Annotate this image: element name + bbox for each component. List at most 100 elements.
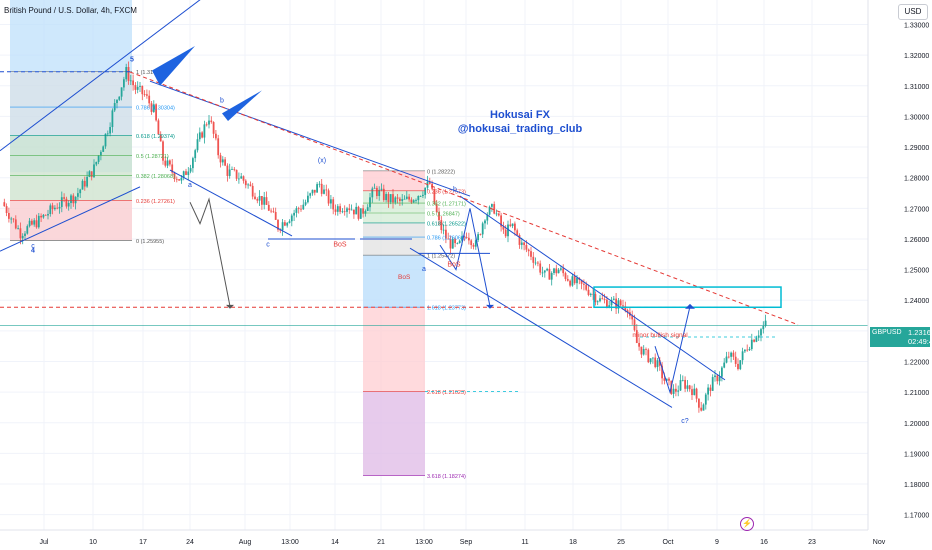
candle-body — [709, 387, 712, 391]
x-tick-label: 11 — [521, 539, 528, 546]
candle-body — [290, 215, 293, 222]
price-axis-bg — [868, 0, 932, 550]
candle-body — [732, 352, 735, 357]
fib-upper-label: 0.236 (1.27261) — [136, 199, 175, 205]
candle-body — [541, 272, 544, 274]
candle-body — [24, 233, 26, 236]
candle-body — [612, 298, 615, 300]
candle-body — [534, 262, 537, 264]
candle-body — [762, 325, 765, 330]
watermark-line1: Hokusai FX — [490, 109, 550, 121]
x-tick-label: 10 — [89, 539, 97, 546]
candle-body — [484, 220, 486, 224]
candle-body — [208, 120, 210, 125]
candle-body — [684, 379, 686, 389]
candle-body — [77, 193, 79, 197]
candle-body — [442, 229, 445, 231]
candle-body — [389, 194, 392, 203]
proj-path-3 — [654, 306, 691, 394]
candle-body — [300, 208, 302, 210]
candle-body — [718, 376, 721, 382]
candle-body — [235, 169, 238, 179]
candle-body — [557, 269, 560, 274]
candle-body — [594, 293, 597, 303]
candle-body — [691, 389, 693, 396]
candle-body — [428, 181, 431, 184]
candle-body — [297, 208, 300, 210]
price-tag-price: 1.23169 — [908, 328, 932, 337]
candle-body — [155, 104, 157, 121]
candle-body — [700, 407, 703, 411]
candle-body — [647, 349, 650, 363]
candle-body — [40, 215, 42, 218]
wave-label: c — [266, 242, 270, 249]
candle-body — [488, 206, 491, 215]
candle-body — [19, 228, 22, 239]
fib-upper-label: 1 (1.31458) — [136, 70, 164, 76]
candle-body — [479, 234, 482, 235]
candle-body — [677, 390, 680, 392]
candle-body — [583, 283, 585, 285]
candle-body — [330, 199, 332, 204]
candle-body — [93, 164, 95, 178]
candle-body — [357, 206, 360, 219]
candle-body — [693, 388, 696, 396]
candle-body — [675, 388, 677, 392]
y-tick-label: 1.20000 — [904, 421, 929, 428]
candle-body — [378, 189, 381, 197]
candle-body — [539, 263, 542, 273]
candle-body — [26, 226, 29, 234]
ext-red-zone — [363, 307, 425, 392]
candle-body — [451, 239, 454, 249]
x-tick-label: Oct — [663, 539, 674, 546]
ext-purple-zone — [363, 391, 425, 476]
candle-body — [633, 319, 636, 331]
x-tick-label: Nov — [873, 539, 886, 546]
wave-label: c — [31, 243, 35, 250]
arrow-tip-2 — [486, 304, 494, 309]
candle-body — [658, 360, 661, 366]
currency-button[interactable]: USD — [898, 4, 928, 20]
candle-body — [166, 160, 169, 166]
candle-body — [346, 208, 348, 212]
candle-body — [127, 67, 130, 81]
candle-body — [695, 388, 698, 399]
candle-body — [470, 240, 473, 246]
candle-body — [433, 188, 436, 204]
mid-green-zone — [363, 190, 425, 224]
candle-body — [642, 349, 645, 355]
ext-blue-zone — [363, 255, 425, 308]
candle-body — [753, 339, 755, 342]
candle-body — [157, 120, 160, 135]
candle-body — [49, 205, 52, 214]
candle-body — [617, 300, 620, 309]
candle-body — [599, 298, 601, 302]
candle-body — [606, 299, 608, 308]
candle-body — [120, 87, 123, 97]
candle-body — [100, 151, 102, 156]
fib-upper-label: 0.786 (1.30304) — [136, 106, 175, 112]
candle-body — [118, 96, 121, 100]
candle-body — [95, 161, 98, 165]
candle-body — [523, 242, 525, 246]
x-tick-label: Jul — [40, 539, 49, 546]
background-layer — [0, 0, 880, 530]
candle-body — [472, 245, 475, 247]
arrow-tip-3 — [685, 303, 695, 309]
candle-body — [244, 180, 247, 186]
lightning-icon[interactable]: ⚡ — [740, 517, 754, 531]
candle-body — [238, 178, 240, 180]
candle-body — [196, 139, 199, 151]
candle-body — [309, 193, 312, 196]
arrow-head-1 — [152, 45, 195, 86]
x-tick-label: 13:00 — [415, 539, 433, 546]
proj-path-1 — [189, 197, 231, 307]
candle-body — [233, 169, 236, 170]
candle-body — [316, 184, 318, 193]
candle-body — [571, 276, 574, 286]
resistance-box — [593, 286, 782, 309]
candle-body — [723, 362, 726, 368]
candle-body — [477, 234, 479, 241]
candle-body — [261, 196, 263, 205]
